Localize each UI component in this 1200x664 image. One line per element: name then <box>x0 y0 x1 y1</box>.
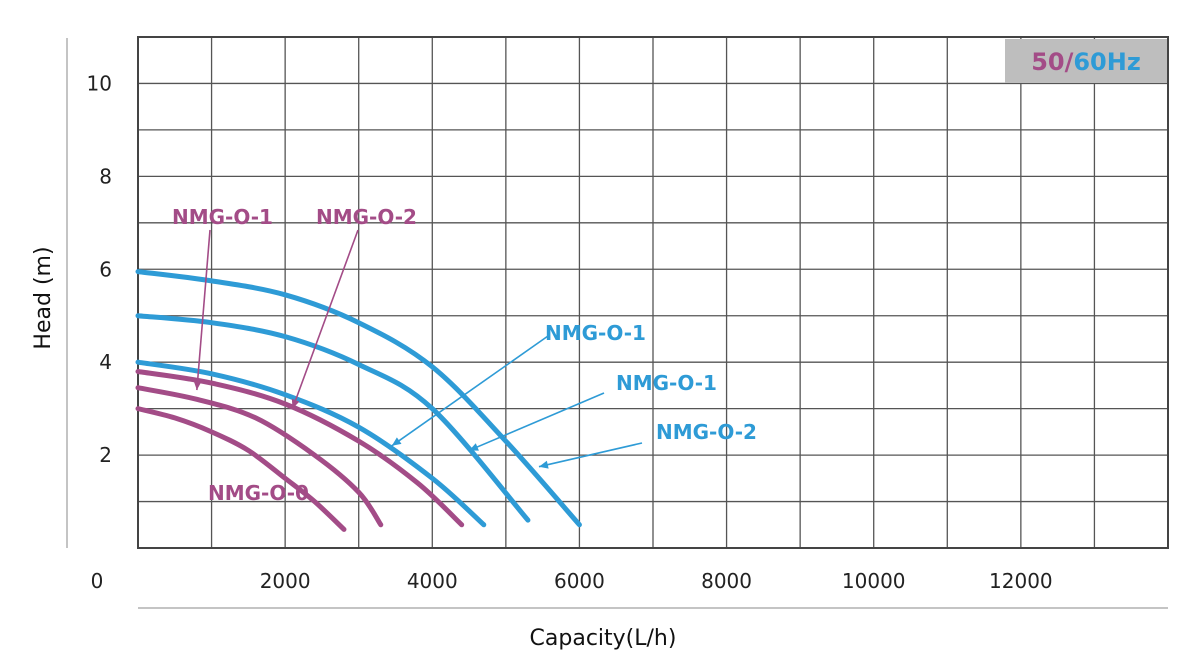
x-tick-labels: 0 2000 4000 6000 8000 10000 12000 <box>91 569 1053 593</box>
y-tick-label: 4 <box>99 350 112 374</box>
series-label-50hz: NMG-O-1 <box>172 205 273 229</box>
y-tick-label: 10 <box>87 71 112 95</box>
y-tick-label: 6 <box>99 257 112 281</box>
frequency-badge-text: 50/60Hz <box>1031 48 1141 76</box>
y-tick-label: 2 <box>99 443 112 467</box>
curve-50hz-2 <box>135 368 465 528</box>
plot-frame <box>137 36 1169 549</box>
y-tick-label: 8 <box>99 164 112 188</box>
x-tick-label: 12000 <box>989 569 1053 593</box>
series-label-50hz: NMG-O-0 <box>208 481 309 505</box>
x-axis-title: Capacity(L/h) <box>530 626 677 651</box>
leader-lines <box>193 229 643 469</box>
x-tick-label: 8000 <box>701 569 752 593</box>
leader-arrowhead <box>538 460 549 469</box>
x-tick-label: 6000 <box>554 569 605 593</box>
series-labels: NMG-O-1 NMG-O-2 NMG-O-0 NMG-O-1 NMG-O-1 NMG-O… <box>172 205 757 505</box>
curve-60hz-4 <box>135 313 531 523</box>
leader-line <box>391 335 549 447</box>
frequency-50hz: 50/ <box>1031 48 1073 76</box>
pump-curves <box>135 269 582 532</box>
frequency-badge-background <box>1005 39 1167 83</box>
curve-60hz-3 <box>135 359 487 528</box>
leader-line <box>196 229 211 391</box>
y-tick-labels: 2 4 6 8 10 <box>87 71 112 467</box>
curve-50hz-0 <box>135 406 347 532</box>
y-axis-title: Head (m) <box>31 246 56 349</box>
leader-line <box>291 229 359 409</box>
series-label-60hz: NMG-O-1 <box>545 321 646 345</box>
x-tick-label: 0 <box>91 569 104 593</box>
leader-arrowhead <box>193 380 202 391</box>
frequency-badge: 50/60Hz <box>1005 39 1167 83</box>
frequency-60hz: 60Hz <box>1073 48 1140 76</box>
leader-line <box>538 442 643 468</box>
leader-arrowhead <box>291 398 300 409</box>
grid <box>138 37 1168 548</box>
leader-line <box>468 392 605 452</box>
x-tick-label: 4000 <box>407 569 458 593</box>
series-label-50hz: NMG-O-2 <box>316 205 417 229</box>
leader-arrowhead <box>469 443 479 451</box>
x-tick-label: 2000 <box>260 569 311 593</box>
series-label-60hz: NMG-O-2 <box>656 420 757 444</box>
curve-60hz-5 <box>135 269 582 528</box>
curve-50hz-1 <box>135 385 384 528</box>
x-tick-label: 10000 <box>842 569 906 593</box>
leader-arrowhead <box>391 437 402 446</box>
series-label-60hz: NMG-O-1 <box>616 371 717 395</box>
